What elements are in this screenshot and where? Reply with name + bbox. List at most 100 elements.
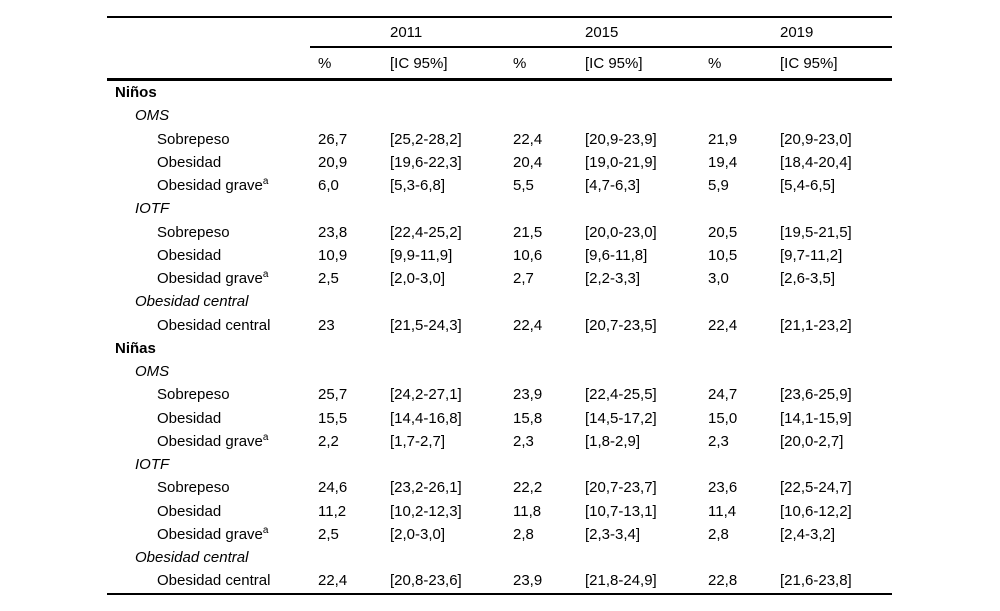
pct-value: 2,8 [708,525,729,543]
row-label-text: Niñas [115,339,156,357]
row-label: Obesidad [107,503,318,520]
pct-value: 2,5 [318,270,339,288]
table-row-ni-os: Niños [107,81,892,104]
table-row-oms: OMS [107,104,892,127]
year-header-row: 2011 2015 2019 [107,18,892,46]
column-header-row: % [IC 95%] % [IC 95%] % [IC 95%] [107,48,892,78]
row-label-text: Obesidad central [135,293,249,311]
row-label: OMS [107,107,318,124]
ci-value: [19,0-21,9] [585,153,657,171]
pct-value: 15,5 [318,409,348,427]
ci-header-2019: [IC 95%] [780,54,838,72]
ci-value: [20,9-23,0] [780,130,852,148]
table-row-obesidad-grave: Obesidad gravea 2,5 [2,0-3,0] 2,7 [2,2-3,3] 3… [107,267,892,290]
table-top-rule [107,16,892,18]
row-label-text: Sobrepeso [157,223,230,241]
pct-value: 3,0 [708,270,729,288]
ci-value: [4,7-6,3] [585,177,641,195]
pct-value: 22,4 [318,572,348,590]
ci-value: [24,2-27,1] [390,386,462,404]
row-label: Niñas [107,340,318,357]
pct-value: 10,6 [513,246,543,264]
row-label: Obesidad central [107,572,318,589]
ci-value: [2,2-3,3] [585,270,641,288]
row-label: Sobrepeso [107,479,318,496]
year-header-2011: 2011 [390,23,423,41]
pct-value: 20,4 [513,153,543,171]
year-header-2015: 2015 [585,23,619,41]
row-label: Obesidad gravea [107,432,318,450]
table-row-obesidad: Obesidad 10,9 [9,9-11,9] 10,6 [9,6-11,8] 10,5… [107,244,892,267]
row-label: Obesidad gravea [107,270,318,288]
pct-value: 5,5 [513,177,534,195]
row-label: Obesidad [107,247,318,264]
pct-value: 23,9 [513,386,543,404]
row-label: Sobrepeso [107,224,318,241]
ci-value: [20,0-23,0] [585,223,657,241]
pct-value: 24,6 [318,479,348,497]
pct-value: 22,4 [708,316,738,334]
row-label: Obesidad central [107,293,318,310]
pct-value: 22,2 [513,479,543,497]
pct-value: 2,7 [513,270,534,288]
pct-value: 10,9 [318,246,348,264]
pct-value: 24,7 [708,386,738,404]
table-row-obesidad: Obesidad 15,5 [14,4-16,8] 15,8 [14,5-17,2] 15… [107,407,892,430]
ci-value: [19,6-22,3] [390,153,462,171]
pct-value: 19,4 [708,153,738,171]
ci-value: [9,9-11,9] [390,246,453,264]
pct-value: 26,7 [318,130,348,148]
ci-value: [21,5-24,3] [390,316,462,334]
row-label-text: Obesidad [157,153,222,171]
pct-value: 21,5 [513,223,543,241]
table-row-iotf: IOTF [107,197,892,220]
ci-value: [9,7-11,2] [780,246,843,264]
ci-value: [23,6-25,9] [780,386,852,404]
table-row-obesidad-grave: Obesidad gravea 6,0 [5,3-6,8] 5,5 [4,7-6,3] 5… [107,174,892,197]
pct-value: 21,9 [708,130,738,148]
ci-value: [21,6-23,8] [780,572,852,590]
ci-value: [21,1-23,2] [780,316,852,334]
pct-value: 11,8 [513,502,542,520]
ci-value: [14,4-16,8] [390,409,462,427]
row-label-text: Obesidad grave [157,525,263,543]
prevalence-table: 2011 2015 2019 % [IC 95%] % [IC 95%] % [… [107,16,892,595]
table-row-oms: OMS [107,360,892,383]
ci-value: [18,4-20,4] [780,153,852,171]
pct-value: 2,2 [318,432,339,450]
ci-value: [14,5-17,2] [585,409,657,427]
ci-value: [10,6-12,2] [780,502,852,520]
row-label: OMS [107,363,318,380]
table-row-obesidad: Obesidad 20,9 [19,6-22,3] 20,4 [19,0-21,9] 19… [107,151,892,174]
pct-value: 22,8 [708,572,738,590]
table-row-obesidad-central: Obesidad central 23 [21,5-24,3] 22,4 [20,7-2… [107,314,892,337]
ci-value: [20,7-23,7] [585,479,657,497]
pct-value: 20,9 [318,153,348,171]
table-row-sobrepeso: Sobrepeso 23,8 [22,4-25,2] 21,5 [20,0-23,0] 2… [107,221,892,244]
ci-header-2011: [IC 95%] [390,54,448,72]
row-label-text: Obesidad grave [157,270,263,288]
pct-header-2011: % [318,54,332,72]
ci-value: [22,5-24,7] [780,479,852,497]
ci-value: [20,9-23,9] [585,130,657,148]
year-underline-rule [310,46,892,48]
table-row-obesidad-central: Obesidad central [107,290,892,313]
pct-value: 2,3 [708,432,729,450]
row-label-text: Obesidad [157,502,222,520]
ci-value: [22,4-25,5] [585,386,657,404]
row-label-text: OMS [135,107,170,125]
footnote-marker: a [262,176,269,188]
ci-value: [22,4-25,2] [390,223,462,241]
ci-value: [20,0-2,7] [780,432,844,450]
pct-value: 2,3 [513,432,534,450]
table-row-obesidad-grave: Obesidad gravea 2,5 [2,0-3,0] 2,8 [2,3-3,4] 2… [107,523,892,546]
table-row-sobrepeso: Sobrepeso 24,6 [23,2-26,1] 22,2 [20,7-23,7] 2… [107,476,892,499]
ci-value: [2,4-3,2] [780,525,836,543]
row-label: Obesidad gravea [107,176,318,195]
row-label-text: Obesidad grave [157,177,263,195]
header-body-rule [107,78,892,81]
ci-value: [5,4-6,5] [780,177,836,195]
ci-value: [23,2-26,1] [390,479,462,497]
row-label: Obesidad [107,410,318,427]
